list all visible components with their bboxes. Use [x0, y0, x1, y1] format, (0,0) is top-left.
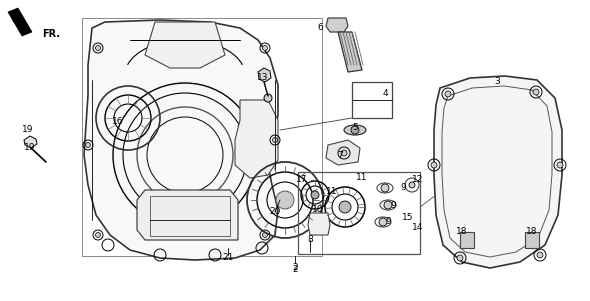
Text: 9: 9 [390, 200, 396, 209]
Bar [150, 196, 230, 236]
Circle shape [557, 162, 563, 168]
Text: 18: 18 [526, 228, 537, 237]
Circle shape [263, 232, 267, 237]
Text: 8: 8 [307, 235, 313, 244]
Text: 11: 11 [326, 188, 337, 197]
Polygon shape [137, 190, 238, 240]
Polygon shape [84, 20, 278, 260]
Text: 17: 17 [296, 175, 308, 185]
Circle shape [263, 45, 267, 51]
Polygon shape [235, 100, 278, 178]
Ellipse shape [344, 125, 366, 135]
Circle shape [86, 142, 90, 147]
Polygon shape [258, 68, 271, 82]
Circle shape [445, 91, 451, 97]
Circle shape [381, 184, 389, 192]
Text: 13: 13 [257, 73, 269, 82]
Polygon shape [145, 22, 225, 68]
Text: 10: 10 [312, 206, 324, 215]
Text: 12: 12 [412, 175, 424, 185]
Text: 2: 2 [292, 263, 298, 272]
Circle shape [384, 201, 392, 209]
Polygon shape [326, 18, 348, 32]
Polygon shape [525, 232, 539, 248]
Polygon shape [308, 213, 330, 235]
Polygon shape [460, 232, 474, 248]
Text: 2: 2 [292, 265, 298, 275]
Text: 18: 18 [456, 228, 468, 237]
Text: 11: 11 [356, 172, 368, 182]
Circle shape [351, 126, 359, 134]
Circle shape [311, 191, 319, 199]
Text: 6: 6 [317, 23, 323, 33]
Text: 9: 9 [400, 184, 406, 193]
Text: 3: 3 [494, 77, 500, 86]
Text: 4: 4 [382, 88, 388, 98]
Text: 19: 19 [24, 144, 36, 153]
Bar [82, 18, 322, 256]
Circle shape [457, 255, 463, 261]
Circle shape [276, 191, 294, 209]
Circle shape [264, 94, 272, 102]
Polygon shape [338, 32, 362, 72]
Polygon shape [434, 76, 562, 268]
Circle shape [537, 252, 543, 258]
Polygon shape [326, 140, 360, 165]
Circle shape [96, 45, 100, 51]
Text: 20: 20 [269, 207, 281, 216]
Polygon shape [24, 136, 37, 148]
Text: 14: 14 [412, 224, 424, 232]
Text: 5: 5 [352, 123, 358, 132]
Circle shape [341, 150, 347, 156]
Text: 16: 16 [112, 117, 124, 126]
Circle shape [409, 182, 415, 188]
Text: FR.: FR. [42, 29, 60, 39]
Text: 15: 15 [402, 213, 414, 222]
Circle shape [533, 89, 539, 95]
Circle shape [379, 218, 387, 226]
Circle shape [273, 138, 277, 142]
Circle shape [339, 201, 351, 213]
Text: 7: 7 [337, 150, 343, 160]
Bar [298, 172, 420, 254]
Text: 21: 21 [222, 253, 234, 262]
Circle shape [431, 162, 437, 168]
Circle shape [96, 232, 100, 237]
Polygon shape [8, 8, 32, 36]
Text: 19: 19 [22, 126, 34, 135]
Text: 9: 9 [385, 218, 391, 226]
